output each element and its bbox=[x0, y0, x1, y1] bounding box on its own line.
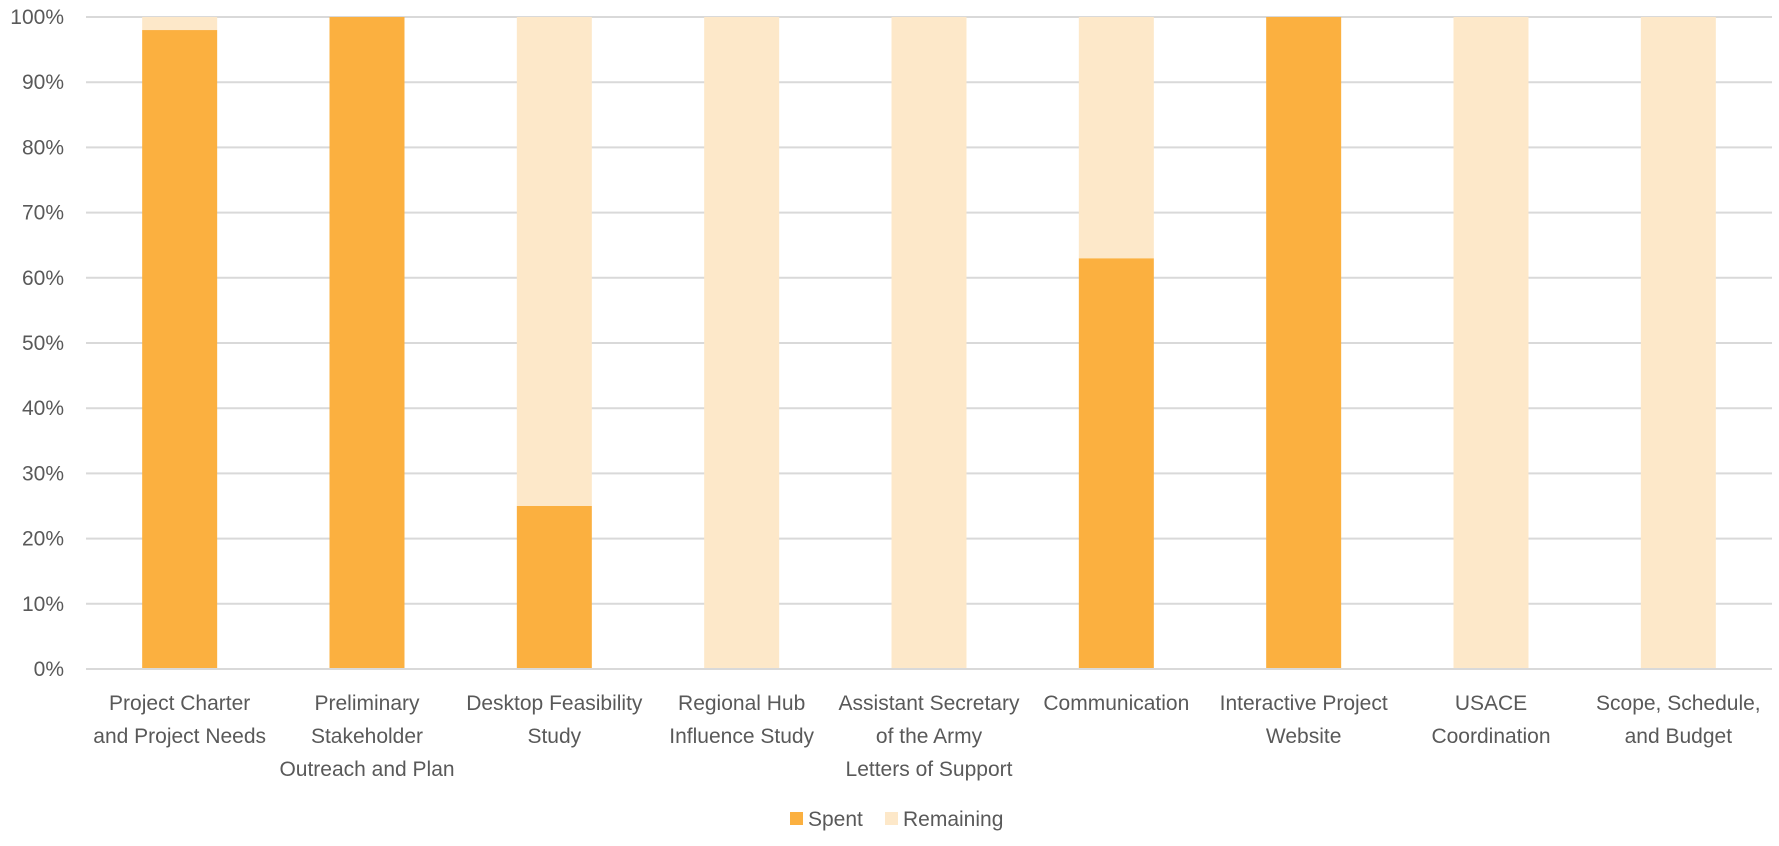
x-category-label: Outreach and Plan bbox=[279, 758, 454, 781]
x-category-label: Letters of Support bbox=[846, 758, 1013, 781]
bar-remaining-5 bbox=[1078, 17, 1154, 259]
y-tick-label: 10% bbox=[22, 593, 64, 616]
bar-spent-2 bbox=[516, 506, 592, 669]
x-category-label: Website bbox=[1266, 725, 1341, 748]
y-tick-label: 30% bbox=[22, 462, 64, 485]
x-category-label: of the Army bbox=[876, 725, 983, 748]
y-tick-label: 80% bbox=[22, 136, 64, 159]
y-tick-label: 60% bbox=[22, 267, 64, 290]
legend-swatch-remaining bbox=[885, 812, 898, 825]
x-category-label: Stakeholder bbox=[311, 725, 423, 748]
x-category-label: Assistant Secretary bbox=[839, 692, 1020, 715]
x-category-label: Influence Study bbox=[669, 725, 814, 748]
bar-spent-0 bbox=[142, 30, 218, 670]
x-category-label: Communication bbox=[1043, 692, 1189, 715]
y-tick-label: 40% bbox=[22, 397, 64, 420]
bar-remaining-0 bbox=[142, 17, 218, 31]
y-tick-label: 90% bbox=[22, 71, 64, 94]
x-category-label: Interactive Project bbox=[1220, 692, 1388, 715]
bar-spent-1 bbox=[329, 17, 405, 669]
category-labels-layer: Project Charter and Project Needs Prelimin… bbox=[93, 692, 1760, 781]
x-category-label: and Budget bbox=[1625, 725, 1733, 748]
x-category-label: Coordination bbox=[1431, 725, 1550, 748]
bar-remaining-7 bbox=[1453, 17, 1529, 669]
y-tick-label: 100% bbox=[10, 6, 64, 29]
axis-layer: 0% 10% 20% 30% 40% 50% 60% 70% 80% 90% 100% bbox=[10, 6, 1772, 681]
x-category-label: Preliminary bbox=[314, 692, 420, 715]
legend-label-spent: Spent bbox=[808, 808, 863, 831]
bar-remaining-8 bbox=[1640, 17, 1716, 669]
x-category-label: and Project Needs bbox=[93, 725, 266, 748]
bar-spent-5 bbox=[1078, 258, 1154, 669]
x-category-label: Scope, Schedule, bbox=[1596, 692, 1761, 715]
y-tick-label: 70% bbox=[22, 202, 64, 225]
bars-layer bbox=[142, 17, 1716, 670]
y-tick-label: 20% bbox=[22, 528, 64, 551]
y-tick-label: 0% bbox=[34, 658, 64, 681]
bar-remaining-3 bbox=[704, 17, 780, 669]
bar-remaining-2 bbox=[516, 17, 592, 506]
legend-swatch-spent bbox=[790, 812, 803, 825]
y-tick-label: 50% bbox=[22, 332, 64, 355]
x-category-label: USACE bbox=[1455, 692, 1527, 715]
x-category-label: Regional Hub bbox=[678, 692, 805, 715]
x-category-label: Desktop Feasibility bbox=[466, 692, 643, 715]
x-category-label: Project Charter bbox=[109, 692, 250, 715]
legend: Spent Remaining bbox=[790, 808, 1003, 831]
x-category-label: Study bbox=[527, 725, 581, 748]
legend-label-remaining: Remaining bbox=[903, 808, 1003, 831]
bar-spent-6 bbox=[1266, 17, 1342, 669]
bar-remaining-4 bbox=[891, 17, 967, 669]
